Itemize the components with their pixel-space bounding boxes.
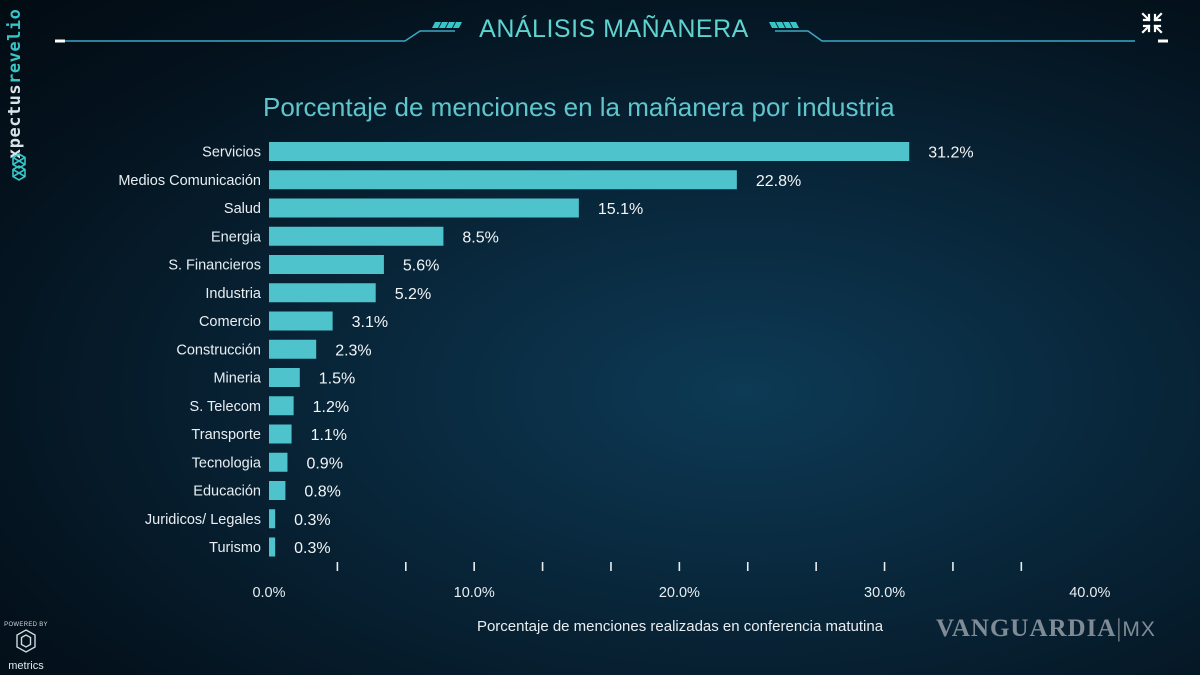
category-label: S. Financieros: [168, 258, 261, 274]
value-label: 5.6%: [403, 258, 439, 275]
category-label: Educación: [193, 484, 261, 500]
powered-by-badge: POWERED BY metrics: [4, 622, 48, 672]
x-axis-label: Porcentaje de menciones realizadas en co…: [476, 618, 884, 635]
value-label: 0.8%: [304, 484, 340, 501]
watermark-main: VANGUARDIA: [936, 615, 1117, 642]
bar: [269, 170, 737, 190]
powered-by-name: metrics: [8, 660, 44, 672]
watermark-separator: |: [1116, 615, 1123, 642]
bar: [269, 424, 292, 444]
value-label: 3.1%: [352, 314, 388, 331]
x-tick-label: 30.0%: [864, 585, 905, 601]
hexagon-outline-icon: [16, 629, 36, 653]
x-tick-label: 0.0%: [252, 585, 285, 601]
value-label: 5.2%: [395, 286, 431, 303]
bar: [269, 481, 286, 500]
x-tick-label: 40.0%: [1069, 585, 1110, 601]
category-label: Servicios: [202, 145, 261, 161]
category-label: Juridicos/ Legales: [145, 512, 261, 528]
category-label: Construcción: [176, 342, 261, 358]
bar: [269, 142, 910, 161]
page-title: ANÁLISIS MAÑANERA: [479, 15, 749, 43]
header-frame: [55, 22, 1168, 43]
bar: [269, 311, 333, 331]
value-label: 1.5%: [319, 371, 355, 388]
bar: [269, 509, 276, 529]
category-label: Comercio: [199, 314, 261, 330]
category-label: Medios Comunicación: [118, 173, 261, 189]
value-label: 22.8%: [756, 173, 801, 190]
collapse-button[interactable]: [1139, 10, 1165, 36]
header-stripes-right: [769, 22, 799, 28]
category-label: Turismo: [209, 540, 261, 556]
bar: [269, 198, 579, 218]
bar: [269, 339, 317, 359]
watermark: VANGUARDIA|MX: [936, 615, 1156, 643]
bar: [269, 368, 300, 387]
value-label: 31.2%: [928, 145, 973, 162]
brand-vertical: xpectusrevelio: [4, 9, 32, 181]
bar: [269, 396, 294, 416]
header-stripes-left: [432, 22, 462, 28]
value-label: 0.3%: [294, 512, 330, 529]
category-label: Tecnologia: [192, 455, 262, 471]
value-label: 8.5%: [462, 229, 498, 246]
bar: [269, 537, 276, 557]
value-label: 2.3%: [335, 342, 371, 359]
value-label: 0.3%: [294, 540, 330, 557]
value-label: 15.1%: [598, 201, 643, 218]
category-label: Salud: [224, 201, 261, 217]
category-label: Transporte: [191, 427, 261, 443]
value-label: 1.1%: [311, 427, 347, 444]
powered-by-label: POWERED BY: [4, 622, 48, 628]
category-label: S. Telecom: [190, 399, 261, 415]
collapse-arrows-icon: [1141, 12, 1163, 34]
bar: [269, 255, 384, 274]
bar: [269, 226, 444, 246]
bar: [269, 283, 376, 303]
category-label: Industria: [205, 286, 262, 302]
x-tick-label: 20.0%: [659, 585, 700, 601]
category-label: Mineria: [213, 371, 261, 387]
hexagon-cluster-icon: [12, 153, 26, 181]
x-tick-label: 10.0%: [454, 585, 495, 601]
bar: [269, 452, 288, 472]
value-label: 1.2%: [313, 399, 349, 416]
value-label: 0.9%: [306, 455, 342, 472]
watermark-mx: MX: [1122, 618, 1156, 641]
category-label: Energia: [211, 229, 262, 245]
chart-title: Porcentaje de menciones en la mañanera p…: [263, 92, 895, 122]
